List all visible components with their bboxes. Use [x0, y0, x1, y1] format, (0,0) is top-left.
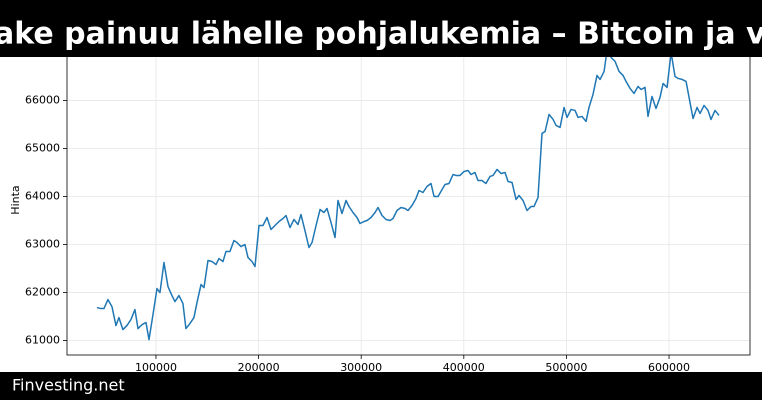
y-tick-label: 61000	[25, 334, 60, 347]
footer-banner	[0, 372, 762, 400]
x-tick-label: 200000	[238, 361, 280, 374]
x-tick-label: 400000	[443, 361, 485, 374]
price-line	[96, 42, 720, 341]
x-tick-label: 600000	[648, 361, 690, 374]
y-tick-label: 62000	[25, 286, 60, 299]
plot-area: 61000 62000 63000 64000 65000 66000 100000 2000…	[25, 37, 751, 374]
title-banner	[0, 0, 762, 57]
y-tick-label: 66000	[25, 93, 60, 106]
x-tick-label: 100000	[135, 361, 177, 374]
source-label: Finvesting.net	[12, 376, 125, 395]
x-tick-label: 500000	[545, 361, 587, 374]
chart-title: ake painuu lähelle pohjalukemia – Bitcoi…	[0, 17, 762, 52]
y-tick-label: 63000	[25, 238, 60, 251]
y-axis-label: Hinta	[9, 185, 22, 214]
y-tick-label: 64000	[25, 190, 60, 203]
y-tick-label: 65000	[25, 141, 60, 154]
x-tick-label: 300000	[340, 361, 382, 374]
